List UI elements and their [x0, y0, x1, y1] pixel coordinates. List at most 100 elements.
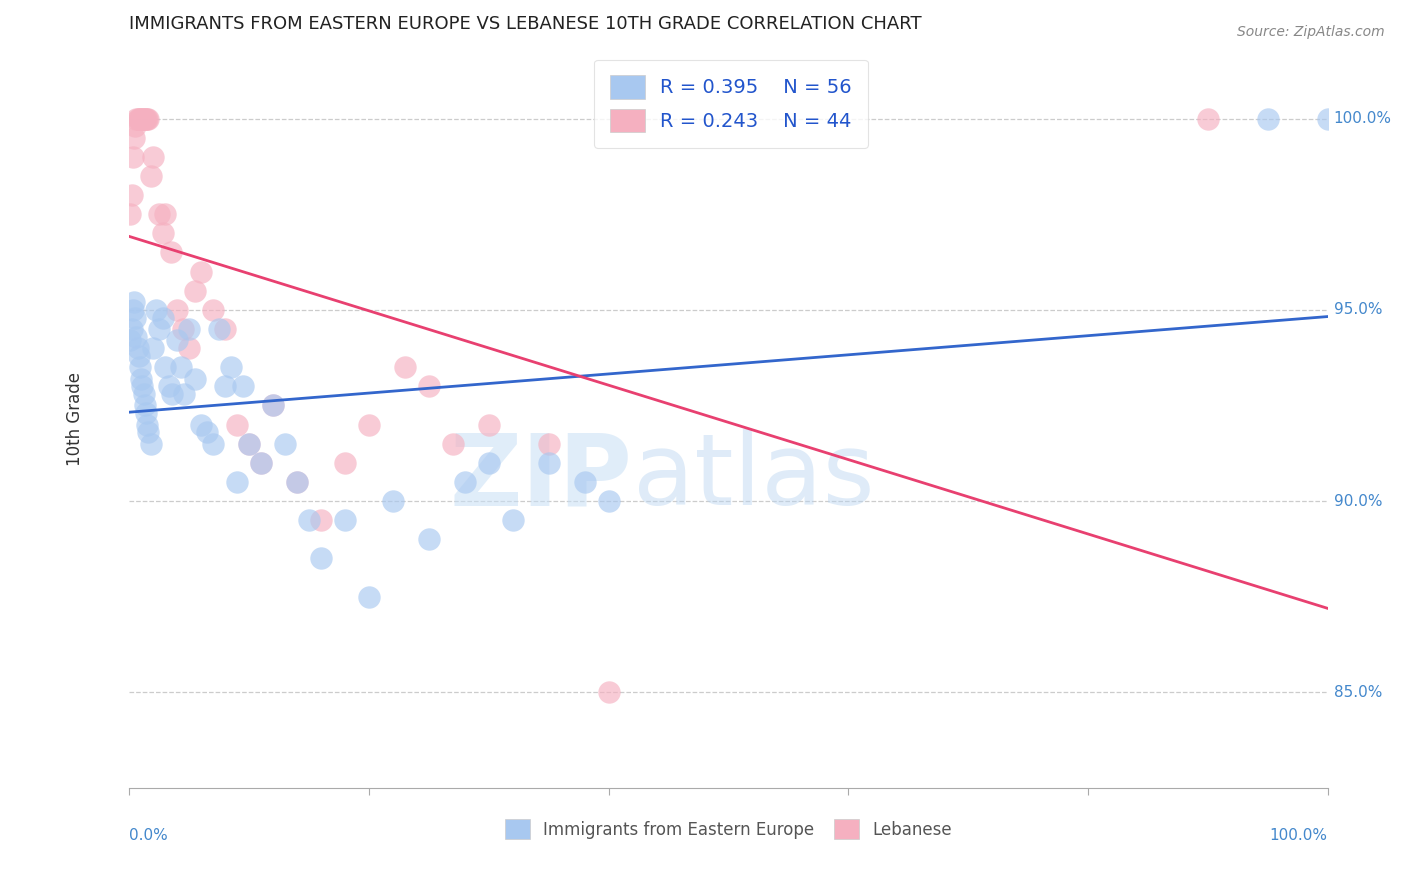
Point [274, 436, 297, 450]
Text: 100.0%: 100.0% [1333, 112, 1392, 126]
Point [128, 112, 150, 126]
Point [155, 207, 177, 221]
Point [309, 513, 332, 527]
Point [208, 322, 231, 336]
Point [162, 387, 184, 401]
Point [226, 475, 249, 489]
Point [172, 322, 194, 336]
Point [127, 341, 149, 355]
Point [418, 379, 440, 393]
Point [166, 302, 188, 317]
Point [179, 341, 201, 355]
Point [170, 360, 193, 375]
Point [125, 112, 148, 126]
Text: Source: ZipAtlas.com: Source: ZipAtlas.com [1237, 25, 1385, 39]
Point [129, 360, 152, 375]
Point [142, 150, 165, 164]
Point [574, 475, 596, 489]
Point [238, 436, 260, 450]
Point [138, 112, 160, 126]
Text: 90.0%: 90.0% [1333, 493, 1382, 508]
Point [214, 322, 236, 336]
Point [502, 513, 524, 527]
Point [139, 169, 162, 183]
Point [155, 360, 177, 375]
Point [418, 533, 440, 547]
Point [120, 207, 142, 221]
Point [134, 112, 156, 126]
Point [226, 417, 249, 432]
Text: ZIP: ZIP [450, 429, 633, 526]
Point [124, 310, 146, 325]
Point [537, 456, 560, 470]
Point [142, 341, 165, 355]
Point [184, 284, 207, 298]
Point [454, 475, 477, 489]
Text: 10th Grade: 10th Grade [66, 372, 84, 466]
Point [128, 349, 150, 363]
Point [184, 372, 207, 386]
Point [129, 372, 152, 386]
Point [298, 513, 321, 527]
Point [357, 417, 380, 432]
Point [598, 494, 620, 508]
Point [285, 475, 308, 489]
Point [131, 112, 153, 126]
Point [160, 245, 183, 260]
Point [333, 513, 356, 527]
Point [478, 456, 501, 470]
Point [333, 456, 356, 470]
Text: 95.0%: 95.0% [1333, 302, 1382, 318]
Point [1316, 112, 1339, 126]
Text: 0.0%: 0.0% [129, 829, 169, 844]
Point [157, 379, 180, 393]
Point [132, 112, 155, 126]
Point [202, 302, 225, 317]
Point [148, 207, 170, 221]
Point [202, 436, 225, 450]
Point [1197, 112, 1219, 126]
Point [136, 112, 159, 126]
Point [357, 590, 380, 604]
Point [122, 295, 145, 310]
Point [195, 425, 218, 440]
Text: IMMIGRANTS FROM EASTERN EUROPE VS LEBANESE 10TH GRADE CORRELATION CHART: IMMIGRANTS FROM EASTERN EUROPE VS LEBANE… [129, 15, 922, 33]
Point [120, 334, 142, 348]
Point [148, 322, 170, 336]
Point [250, 456, 273, 470]
Point [262, 399, 284, 413]
Point [381, 494, 404, 508]
Point [285, 475, 308, 489]
Point [190, 417, 212, 432]
Point [394, 360, 416, 375]
Point [598, 685, 620, 699]
Point [1257, 112, 1279, 126]
Text: atlas: atlas [633, 429, 875, 526]
Point [232, 379, 254, 393]
Point [441, 436, 464, 450]
Point [125, 329, 148, 343]
Point [136, 417, 159, 432]
Point [135, 112, 157, 126]
Point [309, 551, 332, 566]
Legend: Immigrants from Eastern Europe, Lebanese: Immigrants from Eastern Europe, Lebanese [498, 813, 959, 846]
Point [139, 436, 162, 450]
Text: 100.0%: 100.0% [1270, 829, 1327, 844]
Point [152, 227, 174, 241]
Point [129, 112, 152, 126]
Point [478, 417, 501, 432]
Point [145, 302, 167, 317]
Point [122, 302, 145, 317]
Point [122, 130, 145, 145]
Point [179, 322, 201, 336]
Point [238, 436, 260, 450]
Point [121, 322, 143, 336]
Point [219, 360, 242, 375]
Point [129, 112, 152, 126]
Point [134, 399, 156, 413]
Point [135, 406, 157, 420]
Point [152, 310, 174, 325]
Point [537, 436, 560, 450]
Point [190, 265, 212, 279]
Point [132, 387, 155, 401]
